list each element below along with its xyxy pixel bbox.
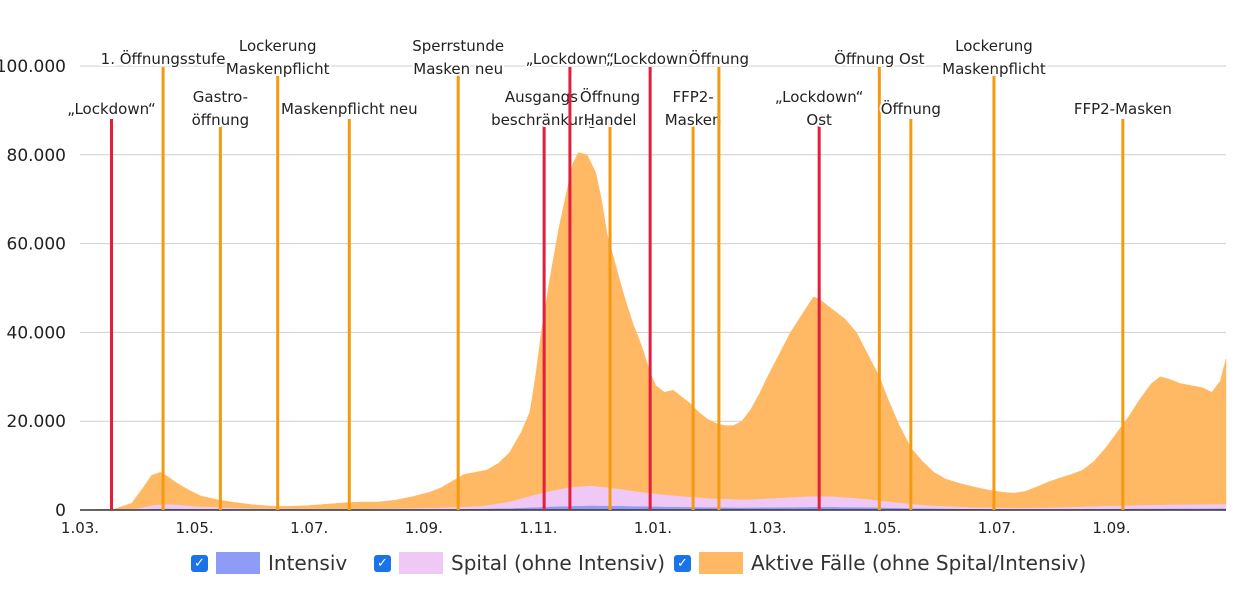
event-label: „Lockdown“ bbox=[67, 100, 156, 118]
event-label: Gastro- bbox=[193, 88, 248, 106]
event-label: Handel bbox=[584, 111, 637, 129]
area-series bbox=[79, 152, 1227, 511]
event-label: Lockerung bbox=[955, 37, 1033, 55]
y-tick-label: 80.000 bbox=[7, 146, 66, 166]
x-tick-label: 1.07. bbox=[978, 519, 1016, 537]
legend-label-spital: Spital (ohne Intensiv) bbox=[451, 551, 666, 575]
x-tick-label: 1.09. bbox=[1092, 519, 1130, 537]
legend-item-intensiv[interactable]: ✓ Intensiv bbox=[191, 546, 347, 580]
x-tick-label: 1.03. bbox=[61, 519, 99, 537]
event-lines: „Lockdown“ 1. Öffnungsstufe Gastro-öffnung… bbox=[65, 35, 1174, 510]
event-label: Öffnung Ost bbox=[834, 49, 925, 68]
x-tick-label: 1.05. bbox=[176, 519, 214, 537]
x-tick-label: 1.11. bbox=[519, 519, 557, 537]
y-tick-label: 20.000 bbox=[7, 412, 66, 432]
event-label: Maskenpflicht neu bbox=[281, 100, 418, 118]
event-label: Lockerung bbox=[239, 37, 317, 55]
x-tick-label: 1.01. bbox=[634, 519, 672, 537]
legend-swatch-aktive-faelle bbox=[699, 552, 743, 574]
event-label: Masken bbox=[665, 111, 722, 129]
event-label: Masken neu bbox=[413, 60, 503, 78]
event-label: beschränkung bbox=[491, 111, 597, 129]
checkbox-checked-icon[interactable]: ✓ bbox=[374, 554, 391, 572]
checkbox-checked-icon[interactable]: ✓ bbox=[674, 554, 691, 572]
legend: ✓ Intensiv ✓ Spital (ohne Intensiv) ✓ Ak… bbox=[0, 546, 1251, 580]
event-label: Maskenpflicht bbox=[942, 60, 1046, 78]
legend-swatch-intensiv bbox=[216, 552, 260, 574]
y-tick-label: 40.000 bbox=[7, 323, 66, 343]
chart: 0 20.000 40.000 60.000 80.000 100.000 „Lockdo… bbox=[0, 35, 1227, 537]
event-label: „Lockdown“ bbox=[526, 50, 615, 68]
y-tick-label: 60.000 bbox=[7, 235, 66, 255]
legend-swatch-spital bbox=[399, 552, 443, 574]
event-label: FFP2-Masken bbox=[1074, 100, 1172, 118]
event-label: Öffnung bbox=[689, 49, 749, 68]
legend-item-aktive-faelle[interactable]: ✓ Aktive Fälle (ohne Spital/Intensiv) bbox=[674, 546, 1086, 580]
event-label: „Lockdown“ bbox=[606, 50, 695, 68]
event-label: öffnung bbox=[192, 111, 250, 129]
legend-label-aktive-faelle: Aktive Fälle (ohne Spital/Intensiv) bbox=[751, 551, 1087, 575]
legend-item-spital[interactable]: ✓ Spital (ohne Intensiv) bbox=[374, 546, 665, 580]
event-label: Öffnung bbox=[881, 99, 941, 118]
x-tick-label: 1.09. bbox=[405, 519, 443, 537]
x-axis: 1.03. 1.05. 1.07. 1.09. 1.11. 1.01. 1.03. 1.05.… bbox=[61, 519, 1131, 537]
event-label: Öffnung bbox=[580, 87, 640, 106]
x-tick-label: 1.03. bbox=[749, 519, 787, 537]
event-label: „Lockdown“ bbox=[775, 88, 864, 106]
y-tick-label: 100.000 bbox=[0, 57, 66, 77]
checkbox-checked-icon[interactable]: ✓ bbox=[191, 554, 208, 572]
legend-label-intensiv: Intensiv bbox=[268, 551, 348, 575]
event-label: FFP2- bbox=[672, 88, 713, 106]
y-tick-label: 0 bbox=[55, 501, 66, 521]
x-tick-label: 1.05. bbox=[863, 519, 901, 537]
event-label: Ost bbox=[806, 111, 832, 129]
y-axis: 0 20.000 40.000 60.000 80.000 100.000 bbox=[0, 57, 66, 521]
event-label: Ausgangs- bbox=[505, 88, 584, 106]
area-aktive-faelle bbox=[79, 152, 1227, 511]
gridlines bbox=[80, 65, 1226, 422]
x-tick-label: 1.07. bbox=[290, 519, 328, 537]
event-label: 1. Öffnungsstufe bbox=[101, 49, 226, 68]
event-label: Sperrstunde bbox=[412, 37, 504, 55]
event-label: Maskenpflicht bbox=[226, 60, 330, 78]
